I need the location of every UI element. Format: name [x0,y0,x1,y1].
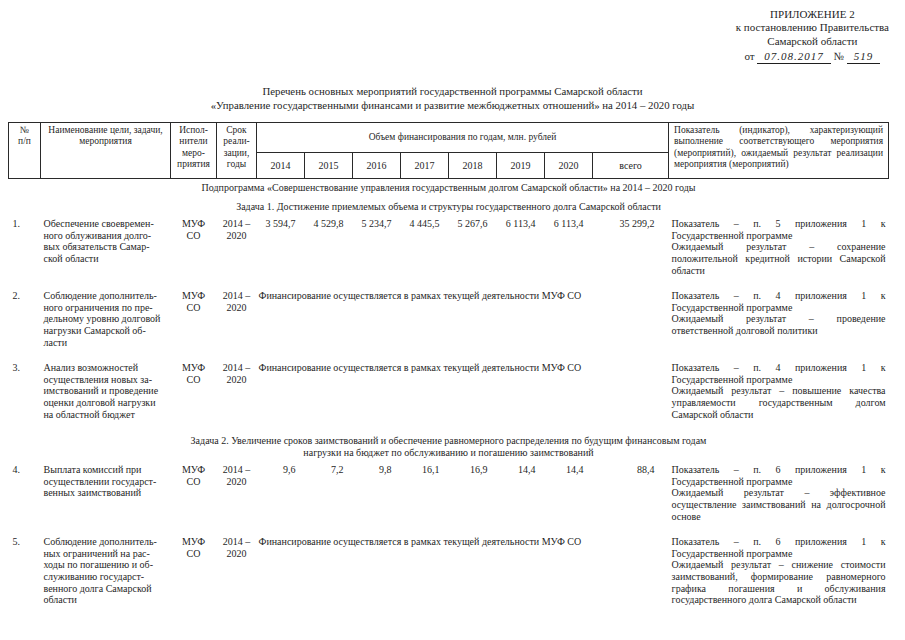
page-title: Перечень основных мероприятий государств… [0,84,905,112]
cell-value-2014: 3 594,7 [257,216,305,288]
subprogram-title: Подпрограмма «Совершенствование управлен… [9,179,889,198]
col-header-year: 2017 [401,153,449,179]
decree-number: 519 [847,50,881,64]
table-row-3: 3. Анализ возможностей осуществления нов… [9,360,889,432]
appendix-subtitle-1: к постановлению Правительства [736,21,889,34]
decree-line: от 07.08.2017 № 519 [736,50,889,63]
cell-total: 35 299,2 [593,216,669,288]
task1-row: Задача 1. Достижение приемлемых объема и… [9,198,889,217]
document-page: ПРИЛОЖЕНИЕ 2 к постановлению Правительст… [0,0,905,640]
col-header-executors: Испол- нители меро- приятия [171,123,217,179]
cell-indicator: Показатель – п. 5 приложения 1 к Государ… [669,216,889,288]
cell-value-2017: 16,1 [401,462,449,534]
cell-executor: МУФ СО [171,462,217,534]
col-header-year: 2015 [305,153,353,179]
page-title-line-2: «Управление государственными финансами и… [0,98,905,112]
col-header-year: 2018 [449,153,497,179]
col-header-name: Наименование цели, задачи, мероприятия [41,123,171,179]
cell-value-2015: 7,2 [305,462,353,534]
cell-activity-name: Обеспечение своевремен- ного облуживания… [41,216,171,288]
decree-no-label: № [834,50,845,62]
main-table: № п/п Наименование цели, задачи, меропри… [8,122,889,618]
table-row-1: 1. Обеспечение своевремен- ного облужива… [9,216,889,288]
cell-num: 3. [9,360,41,432]
appendix-subtitle-2: Самарской области [736,35,889,48]
col-header-year: 2020 [545,153,593,179]
appendix-title: ПРИЛОЖЕНИЕ 2 [736,8,889,21]
col-header-term: Срок реали- зации, годы [217,123,257,179]
col-header-indicator: Показатель (индикатор), характеризующий … [669,123,889,179]
col-header-num: № п/п [9,123,41,179]
col-header-year: 2014 [257,153,305,179]
cell-num: 2. [9,288,41,360]
cell-activity-name: Выплата комиссий при осуществлении госуд… [41,462,171,534]
cell-financing-note: Финансирование осуществляется в рамках т… [257,288,669,360]
task1-title: Задача 1. Достижение приемлемых объема и… [9,198,889,217]
col-header-year: 2016 [353,153,401,179]
decree-date: 07.08.2017 [757,50,831,64]
cell-value-2020: 14,4 [545,462,593,534]
cell-value-2018: 5 267,6 [449,216,497,288]
cell-term: 2014 – 2020 [217,462,257,534]
cell-value-2018: 16,9 [449,462,497,534]
cell-value-2019: 6 113,4 [497,216,545,288]
cell-indicator: Показатель – п. 6 приложения 1 к Государ… [669,534,889,618]
cell-executor: МУФ СО [171,360,217,432]
cell-num: 5. [9,534,41,618]
cell-term: 2014 – 2020 [217,534,257,618]
cell-activity-name: Соблюдение дополнитель- ных ограничений … [41,534,171,618]
cell-activity-name: Соблюдение дополнитель- ного ограничения… [41,288,171,360]
cell-value-2016: 9,8 [353,462,401,534]
cell-indicator: Показатель – п. 4 приложения 1 к Государ… [669,360,889,432]
cell-executor: МУФ СО [171,288,217,360]
cell-term: 2014 – 2020 [217,360,257,432]
cell-executor: МУФ СО [171,216,217,288]
col-header-total: всего [593,153,669,179]
cell-indicator: Показатель – п. 6 приложения 1 к Государ… [669,462,889,534]
table-row-5: 5. Соблюдение дополнитель- ных ограничен… [9,534,889,618]
cell-total: 88,4 [593,462,669,534]
subprogram-row: Подпрограмма «Совершенствование управлен… [9,179,889,198]
cell-value-2015: 4 529,8 [305,216,353,288]
cell-num: 1. [9,216,41,288]
appendix-block: ПРИЛОЖЕНИЕ 2 к постановлению Правительст… [736,8,889,64]
task2-title: Задача 2. Увеличение сроков заимствовани… [9,432,889,462]
task2-row: Задача 2. Увеличение сроков заимствовани… [9,432,889,462]
cell-activity-name: Анализ возможностей осуществления новых … [41,360,171,432]
cell-value-2020: 6 113,4 [545,216,593,288]
table-row-2: 2. Соблюдение дополнитель- ного ограниче… [9,288,889,360]
cell-indicator: Показатель – п. 4 приложения 1 к Государ… [669,288,889,360]
col-header-year: 2019 [497,153,545,179]
cell-financing-note: Финансирование осуществляется в рамках т… [257,360,669,432]
col-header-financing: Объем финансирования по годам, млн. рубл… [257,123,669,153]
cell-executor: МУФ СО [171,534,217,618]
cell-value-2019: 14,4 [497,462,545,534]
cell-term: 2014 – 2020 [217,216,257,288]
page-title-line-1: Перечень основных мероприятий государств… [0,84,905,98]
decree-from-label: от [744,50,754,62]
cell-num: 4. [9,462,41,534]
cell-financing-note: Финансирование осуществляется в рамках т… [257,534,669,618]
cell-term: 2014 – 2020 [217,288,257,360]
table-header: № п/п Наименование цели, задачи, меропри… [9,123,889,179]
cell-value-2014: 9,6 [257,462,305,534]
cell-value-2017: 4 445,5 [401,216,449,288]
cell-value-2016: 5 234,7 [353,216,401,288]
table-row-4: 4. Выплата комиссий при осуществлении го… [9,462,889,534]
